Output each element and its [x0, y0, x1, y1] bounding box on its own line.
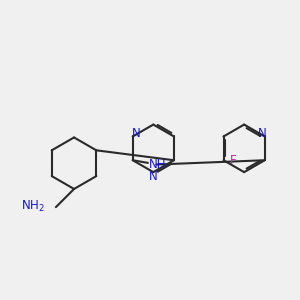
- Text: NH$_2$: NH$_2$: [20, 199, 44, 214]
- Text: N: N: [132, 127, 140, 140]
- Text: NH: NH: [149, 158, 167, 171]
- Text: F: F: [230, 154, 237, 167]
- Text: N: N: [258, 127, 266, 140]
- Text: N: N: [149, 170, 158, 183]
